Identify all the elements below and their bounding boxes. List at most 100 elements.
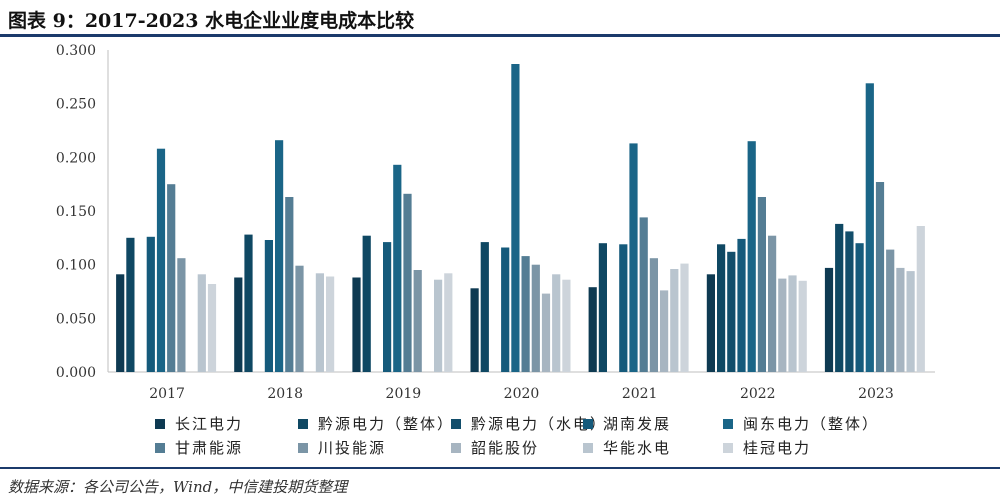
- legend-swatch: [583, 418, 593, 429]
- legend-item: 闽东电力（整体）: [723, 413, 879, 434]
- bar-2022-4: [747, 141, 756, 372]
- legend-item: 华能水电: [583, 437, 671, 458]
- y-tick-label: 0.100: [56, 258, 96, 274]
- y-tick-label: 0.050: [56, 311, 96, 327]
- bottom-divider: [0, 467, 1000, 469]
- legend-label: 甘肃能源: [175, 439, 244, 457]
- bar-2019-4: [393, 164, 402, 372]
- bar-2023-6: [886, 249, 895, 372]
- bar-2018-3: [264, 240, 273, 372]
- legend-label: 桂冠电力: [743, 439, 812, 457]
- legend-label: 黔源电力（水电）: [471, 415, 608, 433]
- bar-2021-9: [680, 263, 689, 372]
- bar-2020-6: [531, 264, 540, 372]
- x-tick-label: 2019: [386, 386, 422, 402]
- bar-2021-1: [598, 243, 607, 372]
- legend-swatch: [155, 442, 165, 453]
- bar-2018-1: [244, 234, 253, 372]
- legend-item: 韶能股份: [451, 437, 539, 458]
- bar-2021-8: [670, 269, 679, 372]
- bar-2021-6: [649, 258, 658, 372]
- bar-2023-2: [845, 231, 854, 372]
- bar-2017-8: [197, 274, 206, 372]
- legend-label: 黔源电力（整体）: [318, 415, 455, 433]
- bar-2023-5: [875, 182, 885, 372]
- legend-label: 华能水电: [603, 439, 672, 457]
- bar-2023-7: [896, 267, 905, 372]
- legend-item: 黔源电力（整体）: [298, 413, 454, 434]
- y-tick-label: 0.200: [56, 150, 96, 166]
- bar-2017-9: [207, 284, 217, 372]
- bar-2020-0: [470, 288, 479, 372]
- bar-2018-0: [234, 277, 243, 372]
- bar-2021-3: [619, 244, 628, 372]
- legend-label: 湖南发展: [603, 415, 672, 433]
- bar-2022-8: [788, 275, 797, 372]
- bar-2022-6: [768, 235, 777, 372]
- bar-2022-5: [757, 197, 766, 372]
- bar-2020-1: [480, 242, 489, 372]
- chart-title: 图表 9：2017-2023 水电企业业度电成本比较: [8, 10, 415, 32]
- x-tick-label: 2018: [267, 386, 303, 402]
- legend-item: 桂冠电力: [723, 437, 811, 458]
- bar-2022-9: [798, 280, 807, 372]
- bar-2022-0: [706, 274, 715, 372]
- legend-swatch: [451, 418, 461, 429]
- legend-item: 黔源电力（水电）: [451, 413, 607, 434]
- legend-swatch: [723, 418, 733, 429]
- bar-2022-7: [778, 278, 787, 372]
- legend-item: 湖南发展: [583, 413, 671, 434]
- bar-2017-1: [126, 237, 135, 372]
- bar-2019-3: [383, 242, 392, 372]
- bar-2017-5: [167, 184, 176, 372]
- bar-2020-3: [501, 247, 510, 372]
- x-tick-label: 2021: [622, 386, 658, 402]
- legend-swatch: [723, 442, 733, 453]
- bar-2023-9: [916, 226, 925, 372]
- bar-2020-8: [552, 274, 561, 372]
- y-tick-label: 0.000: [56, 365, 96, 381]
- bar-2021-5: [639, 217, 648, 372]
- bar-2018-6: [295, 265, 304, 372]
- y-tick-label: 0.300: [56, 43, 96, 59]
- bar-2017-3: [146, 236, 155, 372]
- bar-2017-6: [177, 258, 186, 372]
- bar-2019-1: [362, 235, 371, 372]
- bar-2023-1: [835, 223, 844, 372]
- y-tick-label: 0.250: [56, 97, 96, 113]
- legend-label: 长江电力: [175, 415, 244, 433]
- bar-chart: 0.000 0.050 0.100 0.150 0.200 0.250 0.300 2017 2…: [56, 43, 935, 402]
- y-tick-label: 0.150: [56, 204, 96, 220]
- bar-2020-7: [541, 293, 551, 372]
- legend-swatch: [451, 442, 461, 453]
- bar-2023-8: [906, 271, 915, 372]
- bar-2019-6: [413, 270, 422, 372]
- legend-item: 长江电力: [155, 413, 243, 434]
- legend-label: 闽东电力（整体）: [743, 415, 880, 433]
- bar-2021-4: [629, 143, 638, 372]
- source-note: 数据来源：各公司公告，Wind，中信建投期货整理: [8, 478, 348, 496]
- bar-2022-3: [737, 238, 746, 372]
- bar-2020-5: [521, 256, 530, 372]
- x-tick-label: 2022: [740, 386, 776, 402]
- bar-2023-3: [855, 243, 864, 372]
- bar-2019-0: [352, 277, 361, 372]
- bar-2019-9: [444, 273, 453, 372]
- bar-2020-4: [511, 64, 520, 372]
- bar-2019-5: [403, 193, 412, 372]
- legend-item: 甘肃能源: [155, 437, 243, 458]
- bar-2019-8: [434, 279, 443, 372]
- bar-2018-4: [275, 140, 284, 372]
- bar-2018-9: [326, 276, 335, 372]
- bar-2023-4: [865, 83, 874, 373]
- top-divider: [0, 34, 1000, 37]
- legend-item: 川投能源: [298, 437, 386, 458]
- bar-2022-2: [727, 251, 736, 372]
- legend-label: 川投能源: [318, 439, 387, 457]
- legend-swatch: [155, 418, 165, 429]
- bar-2021-0: [588, 287, 597, 372]
- legend-label: 韶能股份: [471, 439, 540, 457]
- x-tick-label: 2023: [858, 386, 894, 402]
- bar-2023-0: [824, 267, 834, 372]
- legend-swatch: [298, 442, 308, 453]
